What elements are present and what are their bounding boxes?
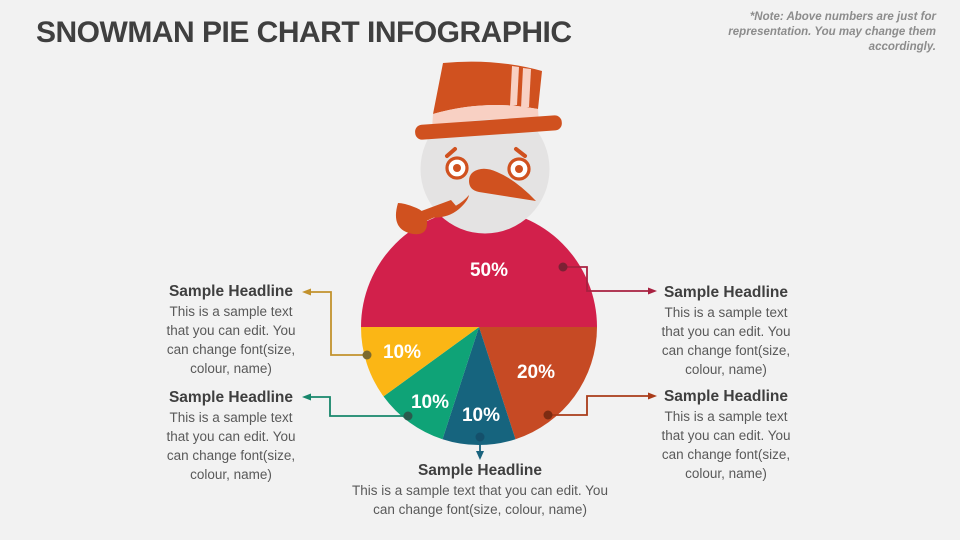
callout-body: This is a sample text that you can edit.… [661, 305, 791, 377]
pie-label-10-yellow: 10% [383, 342, 421, 363]
top-hat [415, 61, 562, 140]
hat-brim [415, 115, 562, 140]
eye-left-pupil [453, 164, 461, 172]
hat-crown-stripe-1 [510, 66, 519, 106]
connector-crimson-line [563, 266, 649, 292]
connector-teal-dot [403, 411, 413, 421]
connector-amber-arrow [302, 288, 311, 296]
eyebrow-left [445, 147, 457, 158]
callout-left-bottom: Sample Headline This is a sample text th… [131, 388, 331, 484]
connector-blue-dot [475, 432, 485, 442]
pie-label-20: 20% [517, 362, 555, 383]
page-title: SNOWMAN PIE CHART INFOGRAPHIC [36, 16, 572, 49]
pipe [395, 200, 457, 235]
hat-band [432, 105, 539, 129]
pie-slice-50 [361, 209, 597, 327]
eyebrow-right [514, 147, 527, 158]
pie-chart [360, 209, 597, 445]
connector-orange-line [548, 395, 649, 416]
connector-orange-dot [543, 410, 553, 420]
connector-amber-line [310, 291, 367, 356]
callout-bottom: Sample Headline This is a sample text th… [319, 461, 641, 519]
pie-label-50: 50% [470, 260, 508, 281]
callout-body: This is a sample text that you can edit.… [166, 304, 296, 376]
connector-crimson-dot [558, 262, 568, 272]
pie-label-10-green: 10% [411, 392, 449, 413]
note-text: *Note: Above numbers are just for repres… [728, 11, 936, 53]
callout-headline: Sample Headline [663, 388, 789, 405]
connector-amber-dot [362, 350, 372, 360]
pie-slice-20 [479, 327, 597, 440]
pie-slice-10-green [383, 327, 479, 440]
pipe-stem [416, 200, 457, 222]
callout-headline: Sample Headline [168, 389, 294, 406]
carrot-nose [469, 168, 536, 201]
pie-label-10-blue: 10% [462, 405, 500, 426]
connector-crimson-arrow [648, 287, 657, 295]
callout-headline: Sample Headline [168, 283, 294, 300]
hat-crown-stripe-2 [521, 68, 531, 108]
eye-right-pupil [515, 165, 523, 173]
connector-teal-arrow [302, 393, 311, 401]
callout-headline: Sample Headline [663, 284, 789, 301]
connector-teal-line [310, 396, 408, 417]
pipe-bowl [395, 203, 428, 235]
pie-slice-10-blue [442, 327, 516, 445]
connector-orange-arrow [648, 392, 657, 400]
callout-body: This is a sample text that you can edit.… [352, 483, 608, 517]
callout-left-top: Sample Headline This is a sample text th… [131, 282, 331, 378]
callout-body: This is a sample text that you can edit.… [166, 410, 296, 482]
callout-right-bottom: Sample Headline This is a sample text th… [626, 387, 826, 483]
callout-right-top: Sample Headline This is a sample text th… [626, 283, 826, 379]
pie-slice-10-yellow [360, 327, 479, 397]
callout-headline: Sample Headline [417, 462, 543, 479]
connector-blue-arrow [476, 451, 484, 460]
callout-body: This is a sample text that you can edit.… [661, 409, 791, 481]
connectors [302, 262, 657, 460]
